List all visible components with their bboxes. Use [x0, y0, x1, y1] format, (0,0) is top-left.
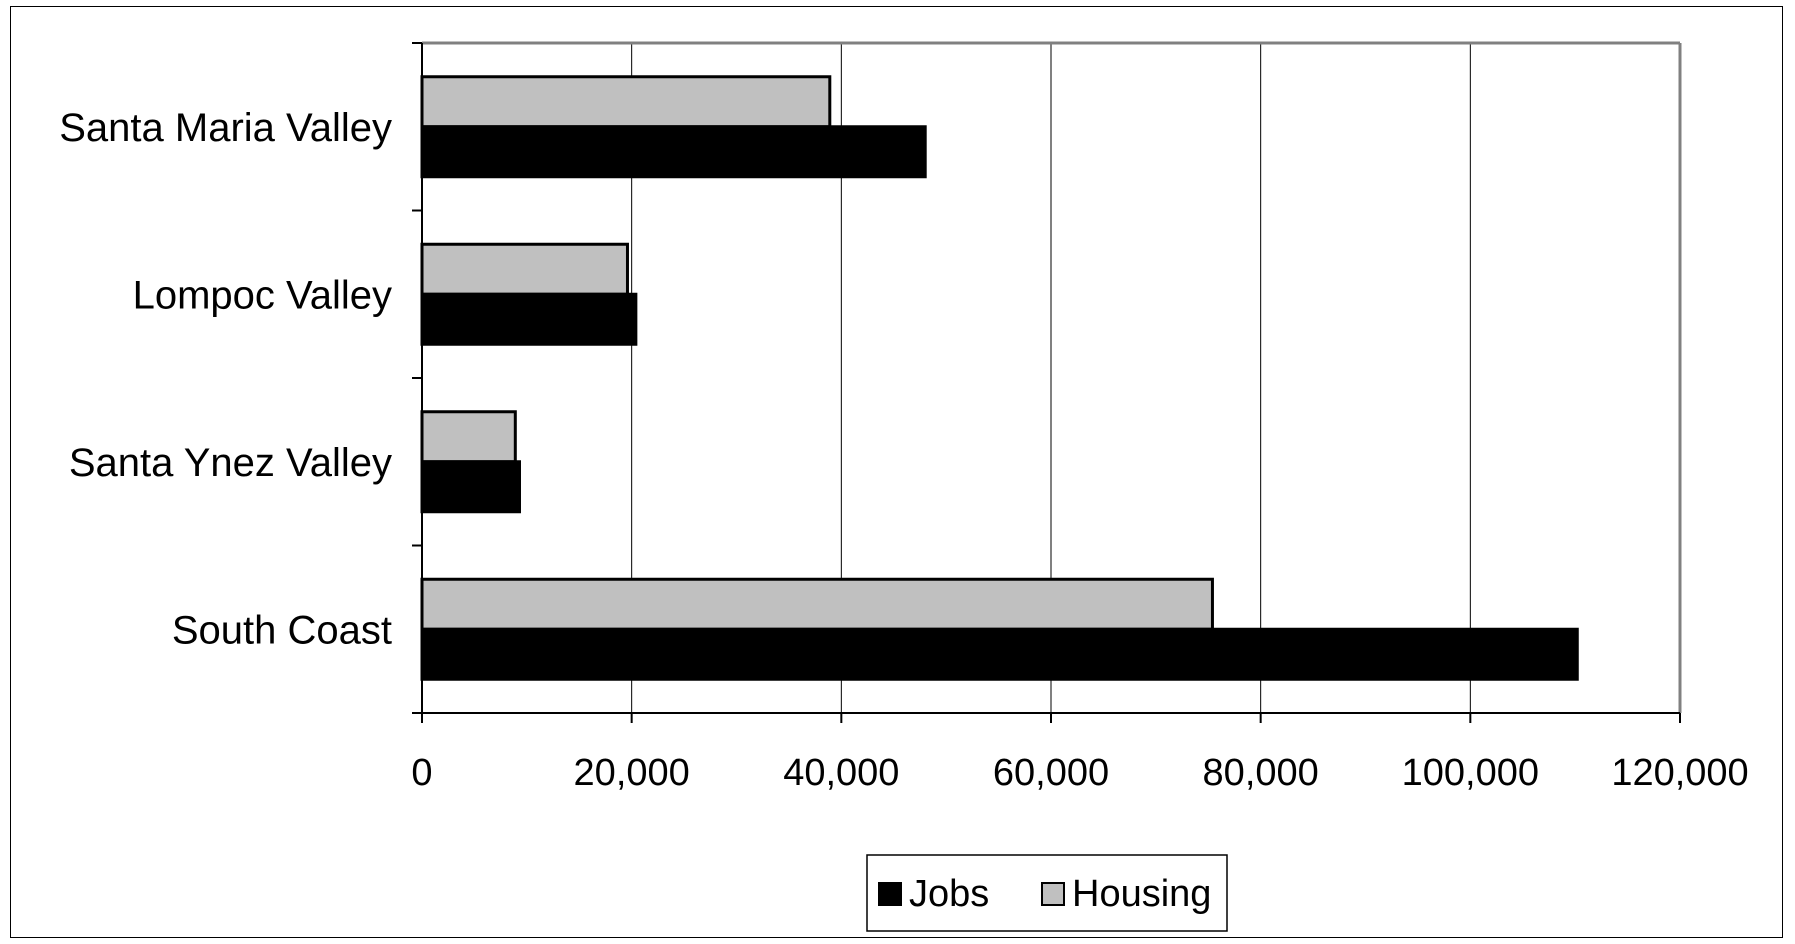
- labels: Santa Maria Valley Lompoc Valley Santa Yne…: [59, 106, 1748, 794]
- bar-housing: [420, 242, 629, 296]
- category-label: Santa Ynez Valley: [69, 441, 392, 485]
- bar-housing: [420, 410, 517, 464]
- legend-box: [866, 854, 1228, 932]
- legend-label-housing: Housing: [1072, 873, 1211, 915]
- x-tick-label: 60,000: [993, 752, 1109, 794]
- bar-jobs: [420, 460, 521, 514]
- axes: [412, 42, 1681, 723]
- bar-housing: [420, 75, 832, 129]
- bar-jobs: [420, 627, 1579, 681]
- bar-jobs: [420, 292, 638, 346]
- category-label: South Coast: [172, 608, 392, 652]
- x-tick-label: 0: [411, 752, 432, 794]
- bar-jobs: [420, 125, 927, 179]
- legend-swatch-housing: [1041, 882, 1065, 906]
- x-tick-label: 120,000: [1611, 752, 1748, 794]
- legend-swatch-jobs: [878, 882, 902, 906]
- bar-housing: [420, 577, 1214, 631]
- x-tick-label: 20,000: [574, 752, 690, 794]
- bars: [420, 75, 1579, 681]
- legend: Jobs Housing: [866, 854, 1228, 932]
- x-tick-label: 40,000: [783, 752, 899, 794]
- x-tick-label: 100,000: [1402, 752, 1539, 794]
- legend-label-jobs: Jobs: [909, 873, 989, 915]
- category-label: Santa Maria Valley: [59, 106, 392, 150]
- x-tick-label: 80,000: [1203, 752, 1319, 794]
- category-label: Lompoc Valley: [133, 273, 392, 317]
